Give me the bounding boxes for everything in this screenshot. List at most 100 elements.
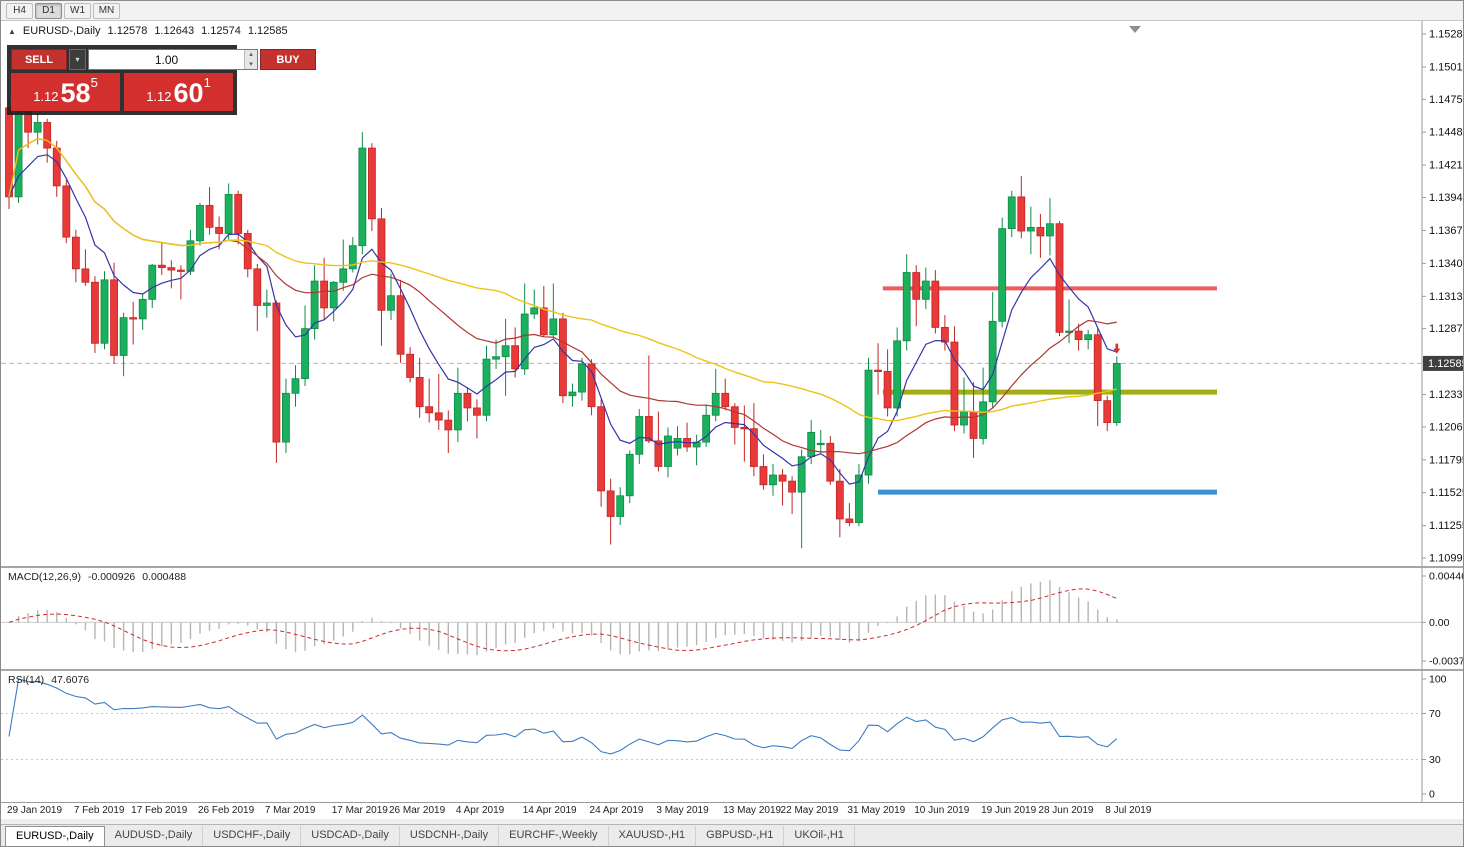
volume-input[interactable] [89,50,244,69]
macd-histogram [17,580,1118,656]
rsi-line [8,678,1118,755]
rsi-chart[interactable]: 100 70 30 0 [1,671,1463,802]
svg-text:1.13405: 1.13405 [1429,258,1463,270]
date-label: 22 May 2019 [780,805,839,816]
sell-arrow-icon [1113,343,1121,354]
volume-field: ▴ ▾ [88,49,258,70]
volume-increase-button[interactable]: ▴ [245,50,257,60]
date-label: 14 Apr 2019 [522,805,577,816]
tab-usdcad-daily[interactable]: USDCAD-,Daily [301,826,400,846]
candles [5,93,1121,549]
date-label: 10 Jun 2019 [914,805,970,816]
rsi-value: 47.6076 [51,674,90,686]
panel-splitter[interactable] [1,669,1463,671]
buy-price-figure: 1.12 [146,89,172,104]
panel-splitter[interactable] [1,566,1463,568]
svg-text:100: 100 [1429,674,1447,686]
tab-ukoil-h1[interactable]: UKOil-,H1 [784,826,855,846]
timeframe-button-h4[interactable]: H4 [6,2,33,19]
svg-text:1.12870: 1.12870 [1429,323,1463,335]
date-label: 17 Mar 2019 [331,805,388,816]
tab-audusd-daily[interactable]: AUDUSD-,Daily [105,826,204,846]
svg-text:1.11525: 1.11525 [1429,487,1463,499]
sell-price-tile[interactable]: 1.12 58 5 [11,73,120,111]
volume-dropdown-button[interactable]: ▾ [69,49,86,70]
svg-text:-0.003715: -0.003715 [1429,656,1463,668]
rsi-name: RSI(14) [8,674,45,686]
date-label: 7 Feb 2019 [73,805,125,816]
chevron-down-icon: ▾ [75,55,80,64]
price-axis[interactable]: 1.15285 1.15015 1.14750 1.14480 1.14210 1.139… [1421,21,1463,566]
svg-text:70: 70 [1429,708,1441,720]
chart-close-value: 1.12585 [247,25,288,37]
sell-price-figure: 1.12 [33,89,59,104]
chart-low-value: 1.12574 [201,25,241,37]
tab-xauusd-h1[interactable]: XAUUSD-,H1 [609,826,697,846]
macd-name: MACD(12,26,9) [8,571,81,583]
sma-52-line [8,137,1117,422]
date-label: 26 Mar 2019 [389,805,446,816]
sell-button[interactable]: SELL [11,49,67,70]
svg-text:30: 30 [1429,754,1441,766]
svg-text:0: 0 [1429,789,1435,801]
date-label: 24 Apr 2019 [589,805,644,816]
chart-title: EURUSD-,Daily [22,25,101,37]
macd-chart[interactable]: 0.004465 0.00 -0.003715 [1,568,1463,669]
date-label: 26 Feb 2019 [198,805,255,816]
svg-text:1.15015: 1.15015 [1429,61,1463,73]
volume-decrease-button[interactable]: ▾ [245,59,257,69]
tab-gbpusd-h1[interactable]: GBPUSD-,H1 [696,826,785,846]
macd-signal-value: 0.000488 [142,571,187,583]
timeframe-toolbar: H4 D1 W1 MN [1,1,1463,21]
date-label: 3 May 2019 [656,805,709,816]
date-label: 4 Apr 2019 [455,805,505,816]
chart-open-value: 1.12578 [107,25,148,37]
macd-label: MACD(12,26,9) -0.000926 0.000488 [8,571,186,583]
svg-text:1.11255: 1.11255 [1429,520,1463,532]
sell-price-pips: 58 [60,78,91,108]
svg-text:1.15285: 1.15285 [1429,29,1463,41]
macd-main-value: -0.000926 [87,571,136,583]
svg-text:1.13675: 1.13675 [1429,225,1463,237]
svg-text:0.004465: 0.004465 [1429,571,1463,583]
date-label: 29 Jan 2019 [7,805,63,816]
rsi-panel: 100 70 30 0 RSI(14) 47.6076 [1,671,1463,802]
tab-eurchf-weekly[interactable]: EURCHF-,Weekly [499,826,609,846]
svg-text:1.13135: 1.13135 [1429,291,1463,303]
tab-eurusd-daily[interactable]: EURUSD-,Daily [5,826,105,846]
current-price-badge [1423,355,1463,371]
svg-text:1.11795: 1.11795 [1429,454,1463,466]
svg-text:1.13945: 1.13945 [1429,192,1463,204]
ema-8-line [8,154,1117,485]
buy-price-tile[interactable]: 1.12 60 1 [124,73,233,111]
date-label: 19 Jun 2019 [981,805,1037,816]
one-click-trading-panel: SELL ▾ ▴ ▾ BUY 1.12 58 5 1.1 [7,45,316,115]
timeframe-button-d1[interactable]: D1 [35,2,62,19]
chart-area: 1.15285 1.15015 1.14750 1.14480 1.14210 1.139… [1,21,1463,819]
rsi-label: RSI(14) 47.6076 [8,674,89,686]
date-label: 8 Jul 2019 [1105,805,1152,816]
svg-text:1.10990: 1.10990 [1429,553,1463,565]
date-label: 7 Mar 2019 [264,805,316,816]
one-click-collapse-button[interactable]: ▲ [8,26,16,36]
buy-button[interactable]: BUY [260,49,316,70]
svg-text:1.14210: 1.14210 [1429,160,1463,172]
tab-usdcnh-daily[interactable]: USDCNH-,Daily [400,826,500,846]
timeframe-button-w1[interactable]: W1 [64,2,91,19]
time-axis[interactable]: 29 Jan 2019 7 Feb 2019 17 Feb 2019 26 Feb 2… [1,802,1463,819]
sell-price-point: 5 [90,75,98,90]
buy-price-pips: 60 [173,78,204,108]
date-label: 13 May 2019 [723,805,782,816]
svg-text:0.00: 0.00 [1429,617,1450,629]
tab-usdchf-daily[interactable]: USDCHF-,Daily [203,826,302,846]
chart-shift-marker [1129,26,1141,33]
chart-header: ▲ EURUSD-,Daily 1.12578 1.12643 1.12574 … [8,25,288,37]
chart-high-value: 1.12643 [154,25,195,37]
date-label: 28 Jun 2019 [1038,805,1094,816]
main-chart[interactable]: 1.15285 1.15015 1.14750 1.14480 1.14210 1.139… [1,21,1463,566]
svg-text:1.12585: 1.12585 [1428,358,1463,370]
timeframe-button-mn[interactable]: MN [93,2,120,19]
buy-price-point: 1 [203,75,211,90]
date-label: 31 May 2019 [847,805,906,816]
